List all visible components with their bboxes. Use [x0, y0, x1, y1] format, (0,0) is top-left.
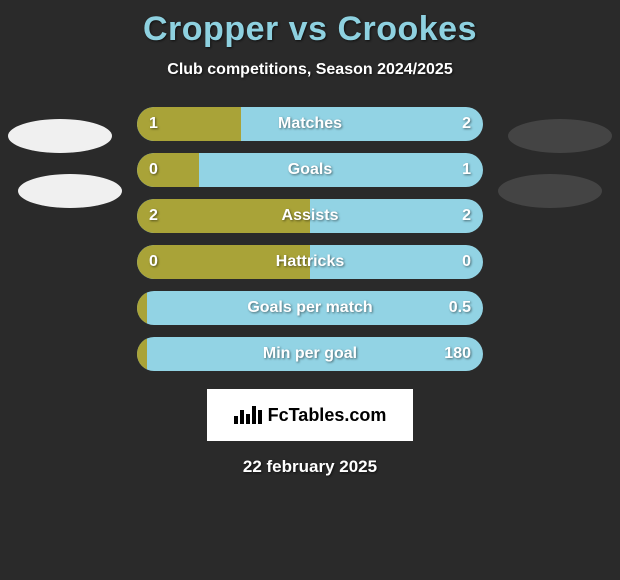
bar-value-right: 2 — [462, 207, 471, 225]
bar-value-right: 0.5 — [449, 299, 471, 317]
bar-value-left: 0 — [149, 253, 158, 271]
bar-goals-per-match: Goals per match 0.5 — [137, 291, 483, 325]
page-title: Cropper vs Crookes — [143, 10, 477, 49]
bar-goals: 0 Goals 1 — [137, 153, 483, 187]
bar-label: Goals — [288, 161, 332, 179]
site-logo: FcTables.com — [207, 389, 413, 441]
bar-value-right: 180 — [444, 345, 471, 363]
bar-fill — [137, 153, 199, 187]
player-right-avatar-2 — [498, 174, 602, 208]
bar-hattricks: 0 Hattricks 0 — [137, 245, 483, 279]
bar-value-left: 1 — [149, 115, 158, 133]
bar-value-left: 0 — [149, 161, 158, 179]
bar-label: Hattricks — [276, 253, 344, 271]
date-label: 22 february 2025 — [243, 457, 377, 477]
page-subtitle: Club competitions, Season 2024/2025 — [167, 61, 452, 79]
bar-value-right: 0 — [462, 253, 471, 271]
player-left-avatar-1 — [8, 119, 112, 153]
bar-label: Min per goal — [263, 345, 357, 363]
bar-label: Assists — [282, 207, 339, 225]
bar-assists: 2 Assists 2 — [137, 199, 483, 233]
player-right-avatar-1 — [508, 119, 612, 153]
bar-matches: 1 Matches 2 — [137, 107, 483, 141]
logo-text: FcTables.com — [268, 405, 387, 426]
bar-fill — [137, 337, 147, 371]
bar-value-left: 2 — [149, 207, 158, 225]
bar-fill — [137, 291, 147, 325]
comparison-bars: 1 Matches 2 0 Goals 1 2 Assists 2 0 Hatt… — [137, 107, 483, 371]
bar-label: Matches — [278, 115, 342, 133]
player-left-avatar-2 — [18, 174, 122, 208]
bar-label: Goals per match — [247, 299, 372, 317]
bar-value-right: 2 — [462, 115, 471, 133]
bar-chart-icon — [234, 406, 262, 424]
bar-min-per-goal: Min per goal 180 — [137, 337, 483, 371]
bar-value-right: 1 — [462, 161, 471, 179]
